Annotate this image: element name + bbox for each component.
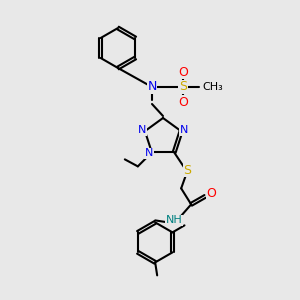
- Text: O: O: [206, 187, 216, 200]
- Text: N: N: [138, 125, 146, 135]
- Text: O: O: [178, 65, 188, 79]
- Text: S: S: [183, 164, 191, 177]
- Text: S: S: [179, 80, 187, 94]
- Text: N: N: [180, 125, 188, 135]
- Text: CH₃: CH₃: [202, 82, 223, 92]
- Text: NH: NH: [166, 215, 182, 225]
- Text: N: N: [147, 80, 157, 94]
- Text: N: N: [145, 148, 153, 158]
- Text: O: O: [178, 95, 188, 109]
